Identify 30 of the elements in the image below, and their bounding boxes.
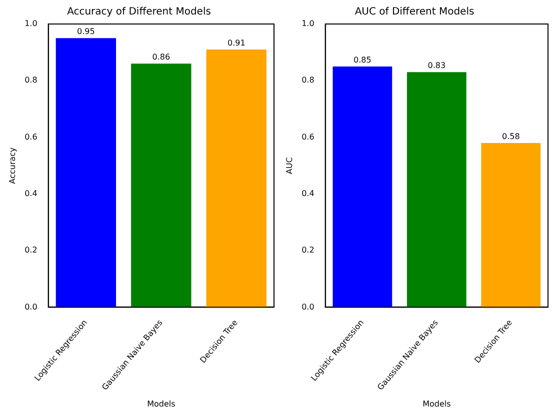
x-axis-title: Models	[147, 399, 176, 408]
y-tick-label: 0.6	[24, 132, 38, 142]
y-axis-title: AUC	[284, 156, 294, 174]
bar	[332, 66, 392, 308]
data-label: 0.95	[77, 27, 95, 36]
data-label: 0.58	[502, 132, 520, 142]
y-tick-label: 0.4	[24, 189, 38, 198]
bar	[481, 142, 541, 308]
data-label: 0.86	[152, 52, 170, 62]
y-tick-label: 1.0	[24, 19, 38, 28]
data-label: 0.85	[354, 56, 372, 65]
y-tick-label: 0.0	[302, 302, 314, 312]
y-tick-label: 0.8	[24, 76, 38, 85]
y-tick-label: 0.8	[302, 76, 314, 85]
chart-title: Accuracy of Different Models	[67, 6, 211, 18]
x-axis-title: Models	[422, 399, 451, 408]
y-tick-label: 1.0	[302, 19, 314, 28]
data-label: 0.83	[428, 61, 446, 70]
bar	[56, 38, 116, 308]
y-tick-label: 0.2	[24, 246, 38, 255]
y-tick-label: 0.4	[302, 189, 314, 198]
y-axis-title: Accuracy	[8, 147, 17, 184]
data-label: 0.91	[227, 38, 246, 48]
bar	[406, 72, 466, 308]
y-tick-label: 0.2	[302, 246, 314, 255]
bar	[131, 64, 192, 308]
bar	[206, 49, 266, 308]
y-tick-label: 0.6	[302, 132, 314, 142]
y-tick-label: 0.0	[24, 302, 38, 312]
chart-title: AUC of Different Models	[354, 6, 474, 18]
